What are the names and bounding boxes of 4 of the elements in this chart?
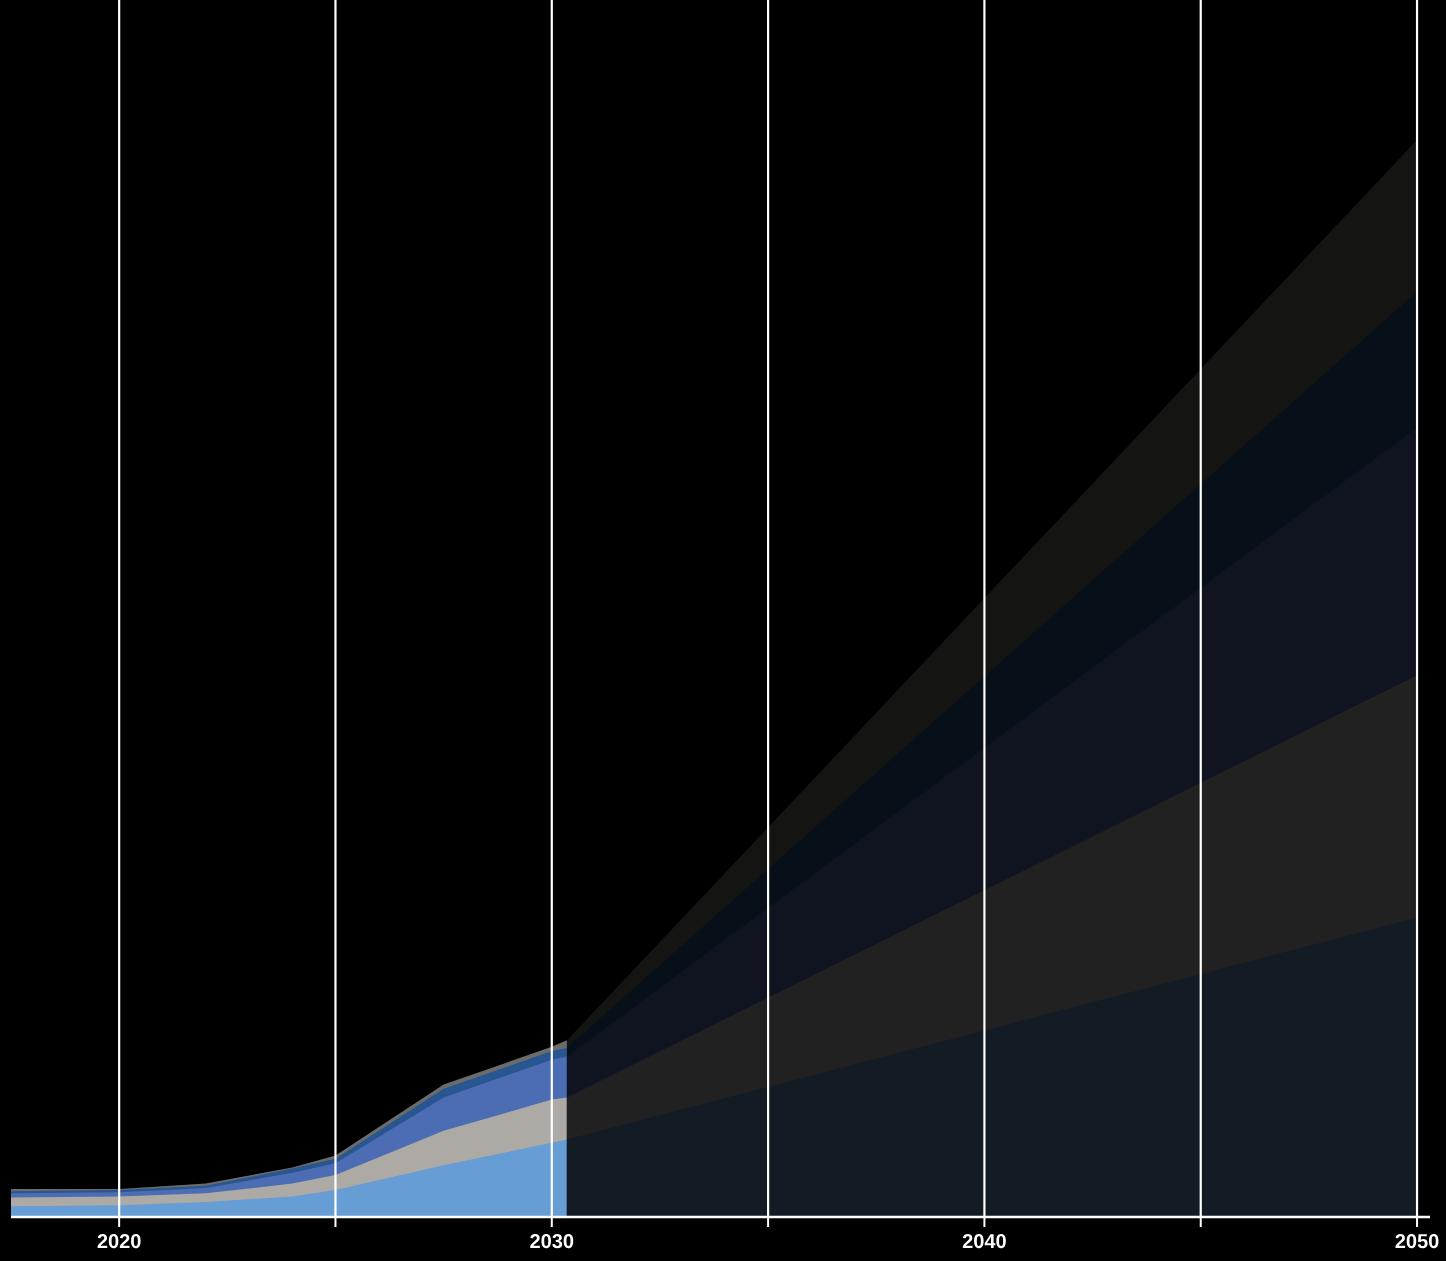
x-tick-label: 2020 bbox=[97, 1234, 141, 1249]
x-tick-label: 2050 bbox=[1395, 1234, 1439, 1249]
x-tick-label: 2030 bbox=[530, 1234, 574, 1249]
x-tick-label: 2040 bbox=[962, 1234, 1006, 1249]
